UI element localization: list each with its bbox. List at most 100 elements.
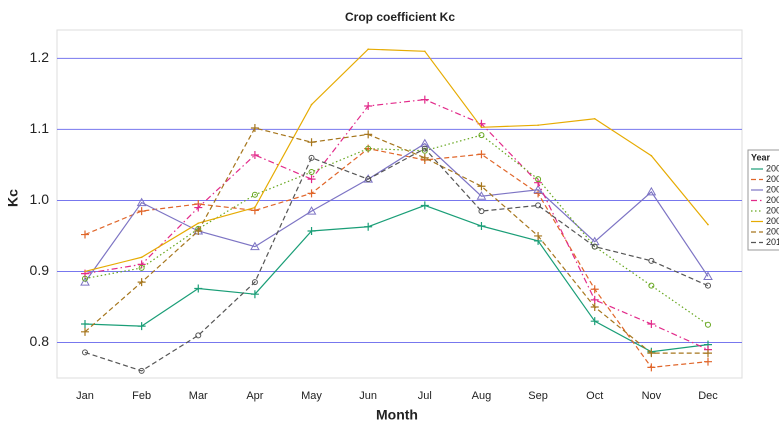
data-point [137,260,146,269]
data-point [307,226,316,235]
data-point [704,349,712,358]
data-point [306,206,317,215]
legend-label: 2006 [766,195,779,205]
data-point [365,176,372,183]
data-point [364,101,373,110]
series-line [84,48,709,273]
data-point [80,277,90,286]
data-point [647,349,656,358]
data-point [307,175,316,184]
data-point [650,154,653,157]
data-point [194,203,203,212]
data-point [704,357,712,366]
series-line [84,204,709,353]
series-line [84,147,709,368]
x-tick-label: Apr [246,390,263,402]
data-point [194,226,203,235]
x-tick-label: Jan [76,390,94,402]
data-point [307,189,316,198]
series-line [84,98,709,351]
x-axis-label: Month [376,407,418,423]
data-point [137,278,146,287]
data-point [478,132,485,139]
x-tick-label: Aug [472,390,492,402]
data-point [647,363,656,372]
x-tick-label: Mar [189,390,208,402]
data-point [81,320,89,329]
data-point [364,222,373,231]
data-point [705,321,711,328]
data-point [648,282,655,289]
data-point [537,124,539,126]
data-point [590,295,599,304]
data-point [647,320,656,329]
data-point [420,153,429,162]
data-point [707,223,709,226]
x-tick-label: Nov [642,390,662,402]
chart-title: Crop coefficient Kc [345,10,455,24]
legend-label: 2005 [766,184,779,194]
y-tick-label: 0.8 [30,333,50,349]
series-line [84,127,708,354]
data-point [84,270,86,273]
data-point [197,222,200,224]
x-tick-label: Jun [359,390,377,402]
data-point [250,241,260,251]
legend-label: 2010 [766,237,779,247]
data-point [593,117,596,120]
data-point [476,191,487,200]
data-point [250,124,259,133]
data-point [424,50,426,53]
data-point [591,243,598,250]
data-point [138,367,145,374]
y-tick-label: 1.0 [30,191,50,207]
data-point [590,285,599,294]
data-point [82,349,88,356]
data-point [705,282,711,289]
data-point [477,150,486,159]
data-point [137,322,146,331]
series-line [84,142,709,283]
data-point [310,103,313,106]
data-point [81,327,89,336]
data-point [590,317,599,326]
legend-label: 2009 [766,226,779,236]
y-tick-label: 1.2 [30,49,50,65]
legend-label: 2003 [766,163,779,173]
data-point [419,138,430,148]
data-point [534,178,543,187]
x-tick-label: Sep [528,390,548,402]
data-point [589,236,600,246]
data-point [81,230,89,239]
legend-label: 2008 [766,216,779,226]
legend-label: 2007 [766,205,779,215]
data-point [477,222,486,231]
data-point [590,302,599,311]
data-point [534,189,543,198]
data-point [477,182,486,191]
data-point [535,202,542,209]
data-point [478,208,485,215]
data-point [250,150,259,159]
data-point [138,264,145,271]
data-point [307,138,316,147]
legend-title: Year [751,152,771,162]
data-point [421,145,428,152]
data-point [250,290,259,299]
y-tick-label: 1.1 [30,120,50,136]
y-tick-label: 0.9 [30,262,50,278]
data-point [254,206,256,209]
x-tick-label: Dec [698,390,718,402]
data-point [140,256,143,259]
plot-area [56,29,743,379]
data-point [251,279,258,286]
data-point [703,271,713,280]
legend-label: 2004 [766,174,779,184]
data-point [251,191,258,198]
data-point [137,207,146,216]
data-point [195,332,202,339]
data-point [194,284,203,293]
data-point [308,169,315,176]
x-tick-label: Feb [132,390,151,402]
y-axis-label: Kc [5,189,21,207]
